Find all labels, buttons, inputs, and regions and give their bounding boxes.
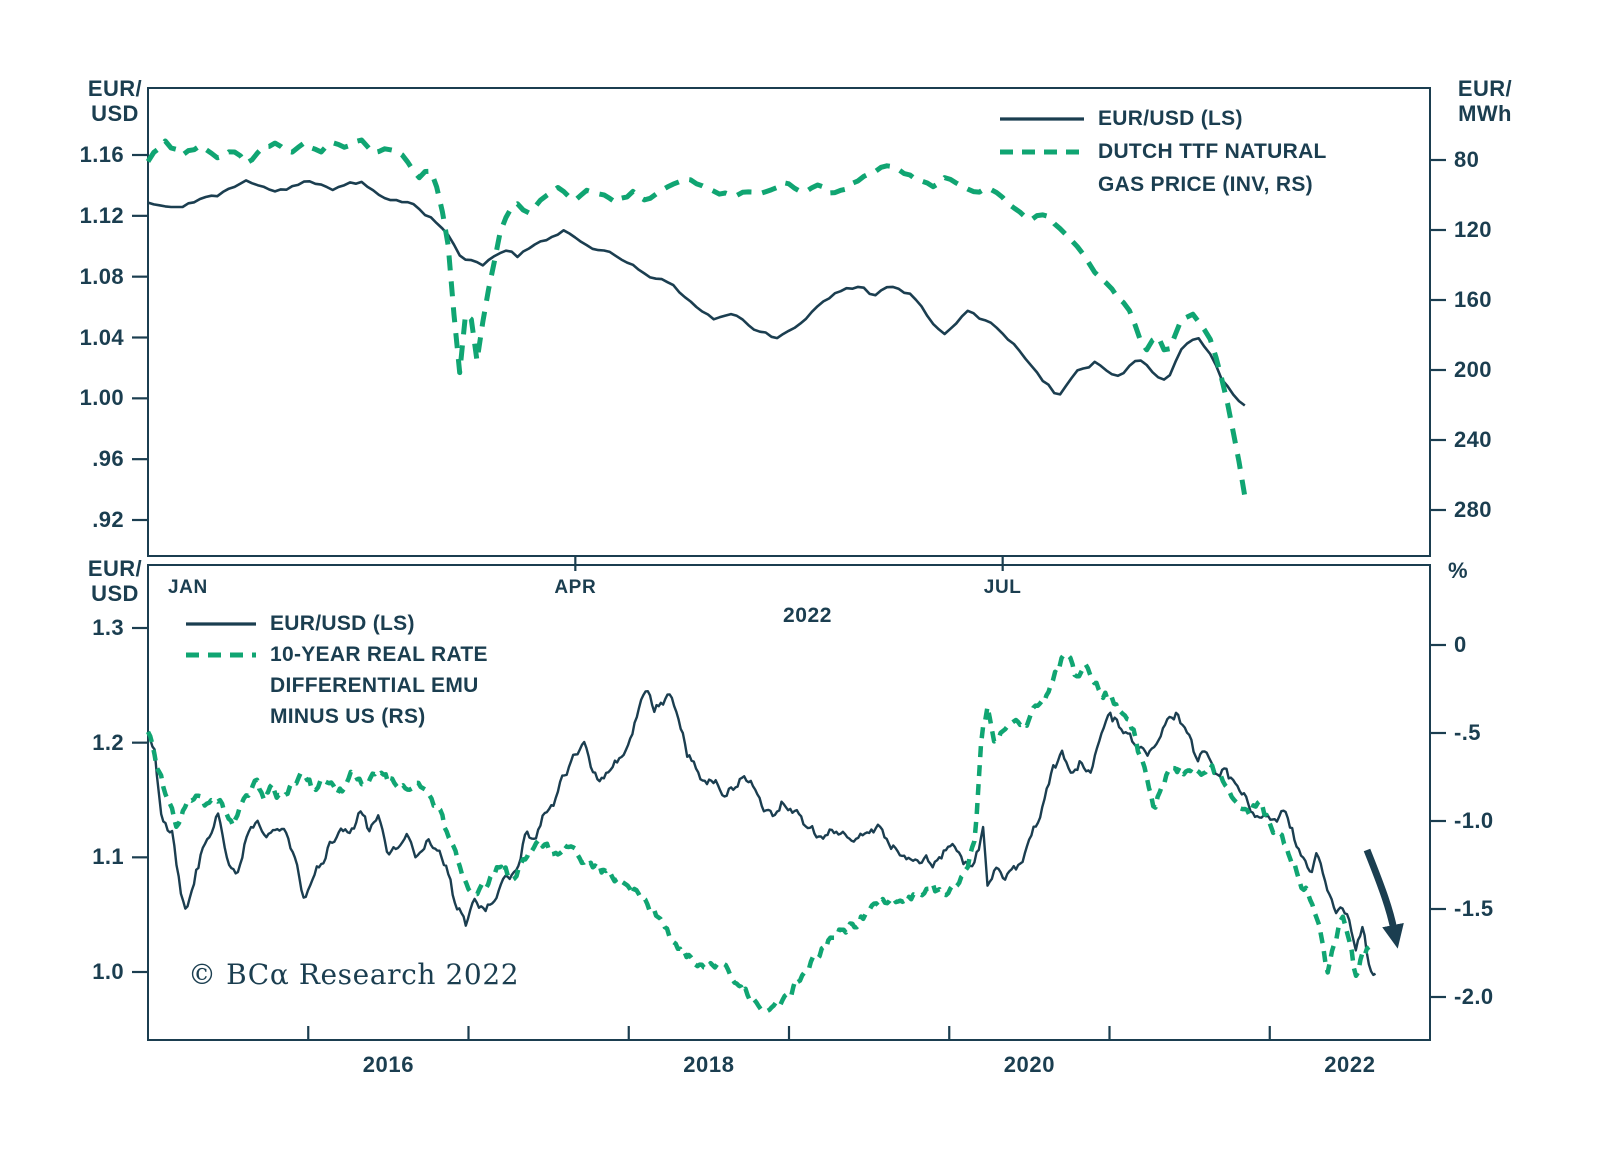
axis-header-line: EUR/ <box>87 556 143 581</box>
panel-border <box>147 87 1431 557</box>
series-line-solid-dark <box>147 179 1246 407</box>
series-line-dashed-green <box>145 137 1248 497</box>
axis-header-line: USD <box>91 581 139 606</box>
y-tick-label-right: -.5 <box>1454 720 1481 745</box>
legend-row: EUR/USD (LS) <box>186 608 488 639</box>
y-tick-label-left: 1.00 <box>79 385 124 411</box>
bottom-left-axis-header: EUR/ USD <box>76 556 154 606</box>
legend-bottom: EUR/USD (LS) 10-YEAR REAL RATE DIFFERENT… <box>186 608 488 732</box>
legend-label: DUTCH TTF NATURAL <box>1098 139 1327 163</box>
legend-label: GAS PRICE (INV, RS) <box>1098 172 1313 196</box>
legend-label: 10-YEAR REAL RATE <box>270 642 488 666</box>
axis-header-line: MWh <box>1458 101 1512 126</box>
copyright-note: © BCα Research 2022 <box>188 958 520 991</box>
y-tick-label-left: 1.12 <box>79 202 124 228</box>
legend-row: DIFFERENTIAL EMU <box>186 670 488 701</box>
legend-label: EUR/USD (LS) <box>1098 106 1243 130</box>
y-tick-label-right: -1.5 <box>1454 896 1494 921</box>
y-tick-label-left: 1.3 <box>92 615 124 640</box>
x-tick-label: 2020 <box>1003 1052 1056 1077</box>
y-tick-label-right: 80 <box>1454 147 1480 172</box>
y-tick-label-left: 1.2 <box>92 729 124 755</box>
series-line-solid-dark <box>147 690 1377 977</box>
y-tick-label-left: 1.08 <box>79 263 124 289</box>
y-tick-label-right: 280 <box>1454 497 1492 522</box>
legend-row: 10-YEAR REAL RATE <box>186 639 488 670</box>
legend-row: DUTCH TTF NATURAL <box>1000 135 1327 168</box>
x-tick-label: JUL <box>983 577 1022 598</box>
series-line-dashed-green <box>145 652 1371 1014</box>
legend-row: GAS PRICE (INV, RS) <box>1000 168 1327 201</box>
y-tick-label-right: 120 <box>1454 217 1492 242</box>
trend-arrow <box>1363 848 1404 949</box>
x-tick-label: 2022 <box>1324 1052 1376 1077</box>
top-left-axis-header: EUR/ USD <box>76 76 154 126</box>
y-tick-label-right: 200 <box>1454 357 1492 382</box>
axis-header-line: EUR/ <box>87 76 143 101</box>
y-tick-label-left: .96 <box>92 446 124 472</box>
legend-label: MINUS US (RS) <box>270 704 426 728</box>
bottom-right-axis-header: % <box>1448 558 1488 583</box>
legend-row: MINUS US (RS) <box>186 701 488 732</box>
y-tick-label-left: 1.1 <box>92 844 124 870</box>
solid-line-swatch <box>186 621 256 626</box>
y-tick-label-left: 1.04 <box>79 324 124 350</box>
axis-header-line: EUR/ <box>1457 76 1513 101</box>
x-tick-label: 2016 <box>362 1052 415 1077</box>
solid-line-swatch <box>1000 116 1084 121</box>
legend-label: EUR/USD (LS) <box>270 611 415 635</box>
legend-label: DIFFERENTIAL EMU <box>270 673 479 697</box>
x-tick-label: JAN <box>167 577 208 598</box>
x-tick-label: APR <box>554 577 597 598</box>
y-tick-label-right: -2.0 <box>1454 984 1494 1009</box>
legend-row: EUR/USD (LS) <box>1000 102 1327 135</box>
y-tick-label-left: 1.16 <box>79 142 124 167</box>
dashed-line-swatch <box>1000 149 1084 154</box>
top-right-axis-header: EUR/ MWh <box>1446 76 1524 126</box>
axis-header-line: % <box>1448 558 1468 583</box>
axis-header-line: USD <box>91 101 139 126</box>
y-tick-label-right: 160 <box>1454 287 1492 312</box>
x-tick-label: 2018 <box>683 1052 735 1077</box>
legend-top: EUR/USD (LS) DUTCH TTF NATURAL GAS PRICE… <box>1000 102 1327 201</box>
y-tick-label-right: -1.0 <box>1454 808 1494 833</box>
x-period-label: 2022 <box>782 604 833 627</box>
y-tick-label-right: 240 <box>1454 427 1492 452</box>
y-tick-label-right: 0 <box>1454 632 1467 657</box>
y-tick-label-left: 1.0 <box>92 959 124 984</box>
y-tick-label-left: .92 <box>92 507 124 532</box>
dashed-line-swatch <box>186 652 256 657</box>
